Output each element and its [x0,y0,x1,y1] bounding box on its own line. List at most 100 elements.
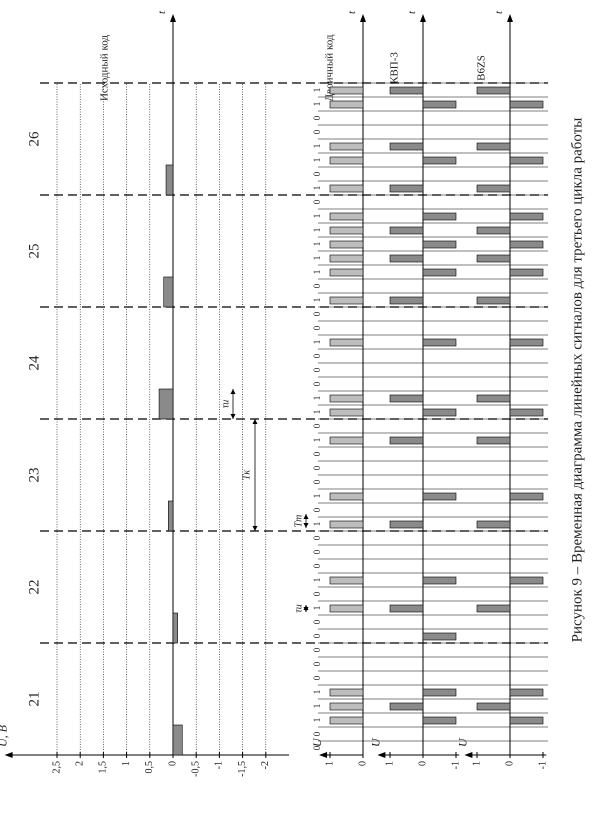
pulse [509,408,544,417]
pulse [329,408,364,417]
cycle-label: 21 [26,692,42,707]
y-tick-label: 1 [121,761,132,766]
bit-label: 1 [312,242,322,247]
pulse [389,184,424,193]
bit-label: 1 [312,102,322,107]
annotation: Tт [293,515,304,528]
bit-label: 1 [312,578,322,583]
pulse [476,142,511,151]
y-tick-label: 0 [417,761,428,766]
pulse [422,492,457,501]
bar [172,724,183,756]
pulse [329,240,364,249]
bit-label: 1 [312,228,322,233]
bar [158,388,174,420]
y-tick-label: 1 [384,761,395,766]
bit-label: 1 [312,494,322,499]
chart-title: B6ZS [476,55,488,81]
bit-label: 1 [312,410,322,415]
bit-label: 1 [312,438,322,443]
pulse [476,184,511,193]
bar [172,612,178,644]
pulse [422,688,457,697]
bit-label: 0 [312,633,322,638]
bit-label: 0 [312,507,322,512]
pulse [422,268,457,277]
y-tick-label: 2,5 [51,761,62,774]
bit-label: 0 [312,367,322,372]
bit-label: 1 [312,144,322,149]
y-tick-label: 0 [504,761,515,766]
bit-label: 0 [312,661,322,666]
pulse [389,702,424,711]
pulse [389,394,424,403]
cycle-label: 25 [26,244,42,259]
dimension-arrow [252,526,258,531]
value-axis-label: U, В [0,724,10,747]
pulse [422,240,457,249]
bit-label: 1 [312,606,322,611]
dimension-arrow [303,514,309,519]
pulse [389,436,424,445]
pulse [509,240,544,249]
pulse [329,226,364,235]
cycle-label: 24 [26,355,42,371]
y-tick-label: -1 [450,761,461,769]
y-tick-label: 0 [167,761,178,766]
annotation: τи [220,400,231,409]
chart-title: Исходный код [99,35,111,101]
y-tick-label: 1 [324,761,335,766]
y-tick-label: 0 [357,761,368,766]
y-tick-label: -1 [214,761,225,769]
bit-label: 0 [312,745,322,750]
pulse [329,142,364,151]
bit-label: 0 [312,549,322,554]
bit-label: 0 [312,129,322,134]
pulse [329,100,364,109]
annotation: τи [293,604,304,613]
bit-label: 1 [312,298,322,303]
time-axis-label: t [156,10,168,14]
bit-label: 1 [312,270,322,275]
pulse [389,142,424,151]
pulse [389,520,424,529]
axis-arrow [4,752,13,758]
bit-label: 0 [312,731,322,736]
pulse [476,604,511,613]
bit-label: 1 [312,340,322,345]
pulse [389,86,424,95]
axis-arrow [377,752,386,758]
bit-label: 0 [312,563,322,568]
pulse [329,86,364,95]
bit-label: 1 [312,718,322,723]
dimension-arrow [230,414,236,419]
dimension-arrow [252,419,258,424]
pulse [476,86,511,95]
y-tick-label: 2 [74,761,85,766]
pulse [509,338,544,347]
pulse [389,296,424,305]
pulse [329,520,364,529]
dimension-arrow [230,389,236,394]
y-tick-label: 1,5 [98,761,109,774]
bit-label: 0 [312,451,322,456]
pulse [329,394,364,403]
pulse [329,268,364,277]
pulse [509,100,544,109]
pulse [329,492,364,501]
bit-label: 1 [312,256,322,261]
bit-label: 0 [312,115,322,120]
pulse [329,688,364,697]
cycle-label: 22 [26,580,42,595]
bit-label: 1 [312,396,322,401]
chart-title: Двоичный код [324,34,336,101]
pulse [509,576,544,585]
axis-arrow [464,752,473,758]
bit-label: 0 [312,283,322,288]
cycle-label: 26 [26,131,42,147]
pulse [329,604,364,613]
axis-arrow [170,14,176,22]
pulse [329,254,364,263]
bit-label: 1 [312,88,322,93]
pulse [422,156,457,165]
